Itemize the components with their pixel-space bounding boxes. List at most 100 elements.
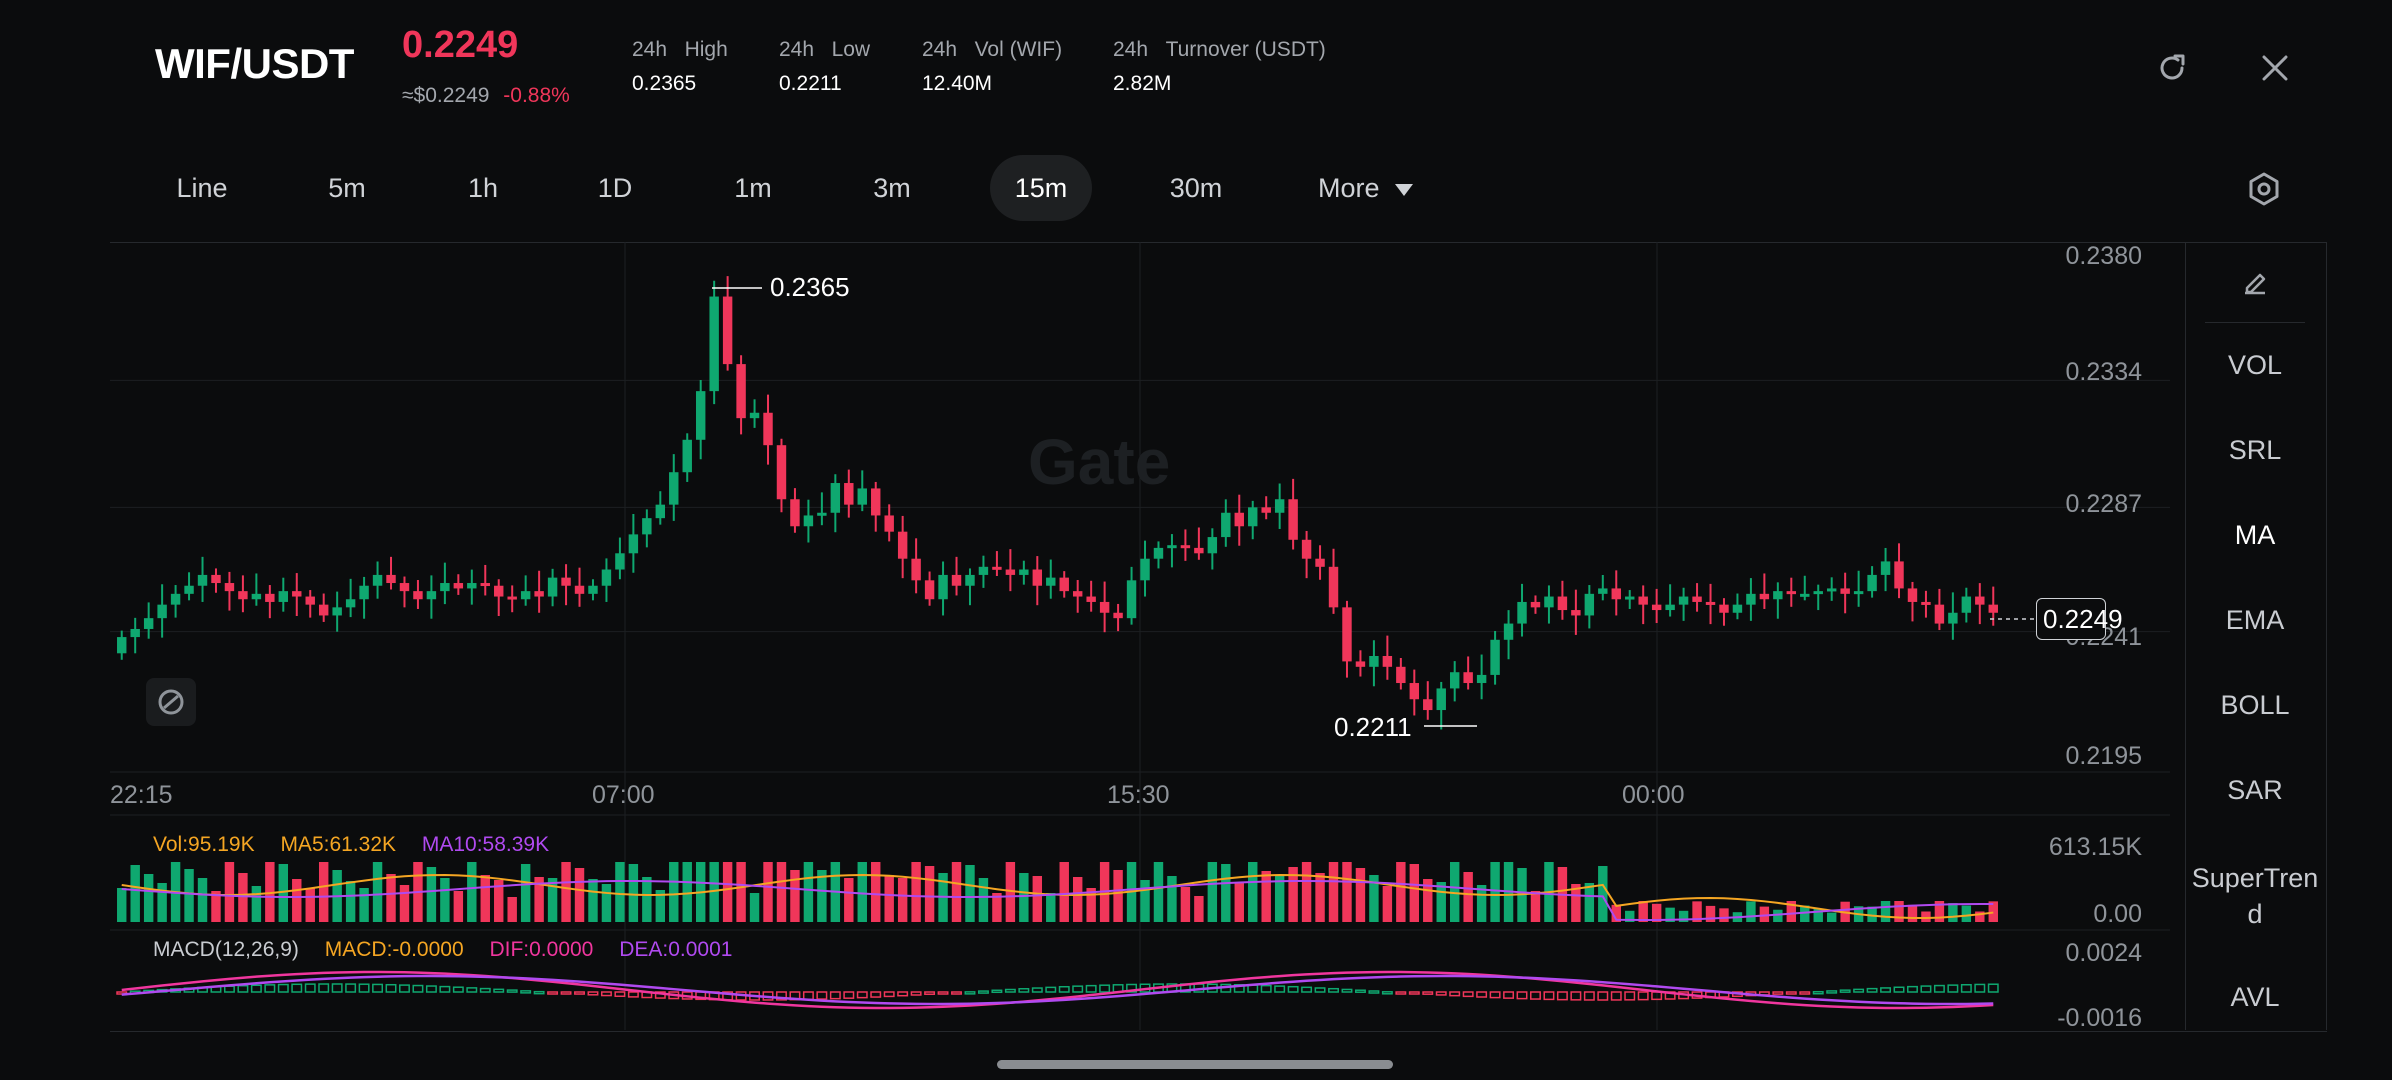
- tab-3m[interactable]: 3m: [873, 173, 911, 203]
- candle-body: [1732, 604, 1743, 613]
- sidebar-item-sar[interactable]: SAR: [2227, 775, 2283, 805]
- candle-body: [157, 604, 167, 619]
- macd-bar: [506, 989, 518, 993]
- macd-bar: [1058, 985, 1070, 993]
- macd-bar: [1583, 991, 1595, 1001]
- sidebar-item-srl[interactable]: SRL: [2228, 435, 2282, 465]
- volume-bar: [561, 862, 571, 922]
- macd-bar: [951, 991, 962, 995]
- volume-bar: [1072, 877, 1083, 922]
- macd-bar: [1853, 988, 1865, 993]
- candle-body: [1665, 604, 1675, 611]
- volume-bar: [143, 874, 154, 922]
- sidebar-item-supertrend[interactable]: SuperTrend: [2191, 863, 2319, 929]
- candle-body: [574, 585, 585, 594]
- candle-body: [1099, 601, 1110, 613]
- macd-bar: [776, 991, 787, 1001]
- macd-bar: [1947, 984, 1959, 993]
- volume-bar: [494, 880, 504, 922]
- tab-1h[interactable]: 1h: [467, 173, 499, 203]
- macd-bar: [1880, 987, 1892, 993]
- candle-body: [1813, 591, 1823, 595]
- close-icon[interactable]: [2255, 48, 2295, 88]
- candle-body: [318, 604, 329, 616]
- volume-bar: [1692, 901, 1702, 922]
- indicator-sidebar: [2185, 242, 2327, 1030]
- refresh-icon[interactable]: [2152, 48, 2192, 88]
- candle-body: [642, 518, 652, 535]
- volume-bar: [965, 865, 975, 922]
- volume-bar: [1490, 862, 1500, 922]
- x-tick: 22:15: [110, 781, 173, 809]
- macd-bar: [1839, 989, 1851, 993]
- tab-15m[interactable]: 15m: [990, 155, 1092, 221]
- candle-body: [372, 574, 383, 586]
- sidebar-item-vol[interactable]: VOL: [2227, 350, 2283, 380]
- macd-bar: [1570, 991, 1582, 1001]
- sidebar-item-avl[interactable]: AVL: [2230, 982, 2280, 1012]
- macd-bar: [1920, 985, 1932, 993]
- tab-1m[interactable]: 1m: [734, 173, 772, 203]
- y-tick: 0.2380: [2065, 242, 2142, 270]
- macd-bar: [479, 987, 491, 993]
- volume-bar: [251, 886, 262, 922]
- macd-bar: [1072, 985, 1084, 993]
- candle-body: [978, 566, 989, 575]
- volume-bar: [1423, 879, 1433, 922]
- macd-bar: [1933, 984, 1945, 993]
- candle-body: [386, 574, 396, 584]
- macd-bar: [977, 990, 989, 994]
- more-label: More: [1318, 173, 1380, 203]
- candle-body: [251, 593, 262, 600]
- more-dropdown[interactable]: More: [1318, 155, 1428, 221]
- sidebar-item-ema[interactable]: EMA: [2225, 605, 2285, 635]
- volume-bar: [1019, 873, 1029, 922]
- volume-bar: [655, 890, 666, 922]
- volume-bar: [1396, 862, 1406, 922]
- stat-value: 2.82M: [1113, 72, 1172, 95]
- candle-body: [399, 583, 410, 592]
- candle-body: [292, 591, 302, 597]
- tab-1d[interactable]: 1D: [597, 173, 633, 203]
- sidebar-item-boll[interactable]: BOLL: [2220, 690, 2290, 720]
- macd-bar: [1543, 991, 1555, 1001]
- macd-bar: [520, 990, 532, 994]
- volume-bar: [1948, 903, 1958, 922]
- volume-bar: [1409, 864, 1420, 922]
- macd-value-label: MACD:-0.0000: [324, 938, 464, 961]
- stat-label: Vol (WIF): [974, 38, 1063, 61]
- volume-bar: [1894, 901, 1904, 922]
- pencil-icon[interactable]: [2238, 266, 2272, 300]
- candle-body: [359, 585, 369, 600]
- volume-bar: [1867, 906, 1877, 922]
- volume-bar: [520, 864, 531, 922]
- chart-overlay-toggle-icon[interactable]: [146, 678, 196, 726]
- volume-bar: [1719, 908, 1729, 922]
- candle-body: [520, 591, 531, 600]
- candle-body: [413, 591, 423, 600]
- candle-body: [1436, 688, 1446, 711]
- high-price-label: 0.2365: [770, 272, 850, 302]
- ma10-line: [121, 879, 1994, 921]
- macd-bar: [264, 984, 276, 993]
- macd-bar: [560, 991, 572, 995]
- volume-bar: [857, 862, 867, 922]
- volume-bar: [1880, 901, 1891, 922]
- pair-title: WIF/USDT: [155, 40, 354, 87]
- candle-body: [1180, 545, 1191, 549]
- candle-body: [1059, 577, 1069, 592]
- sidebar-item-ma[interactable]: MA: [2234, 520, 2276, 550]
- tab-5m[interactable]: 5m: [328, 173, 366, 203]
- candle-body: [1140, 558, 1150, 581]
- macd-bar: [1408, 991, 1420, 995]
- macd-bar: [1301, 986, 1313, 993]
- volume-bar: [305, 888, 315, 922]
- candle-body: [1907, 588, 1918, 602]
- settings-hex-icon[interactable]: [2244, 169, 2284, 209]
- macd-bar: [412, 984, 424, 993]
- tab-line[interactable]: Line: [176, 173, 228, 203]
- volume-bar: [1800, 905, 1810, 922]
- tab-30m[interactable]: 30m: [1169, 173, 1223, 203]
- candle-body: [844, 483, 854, 505]
